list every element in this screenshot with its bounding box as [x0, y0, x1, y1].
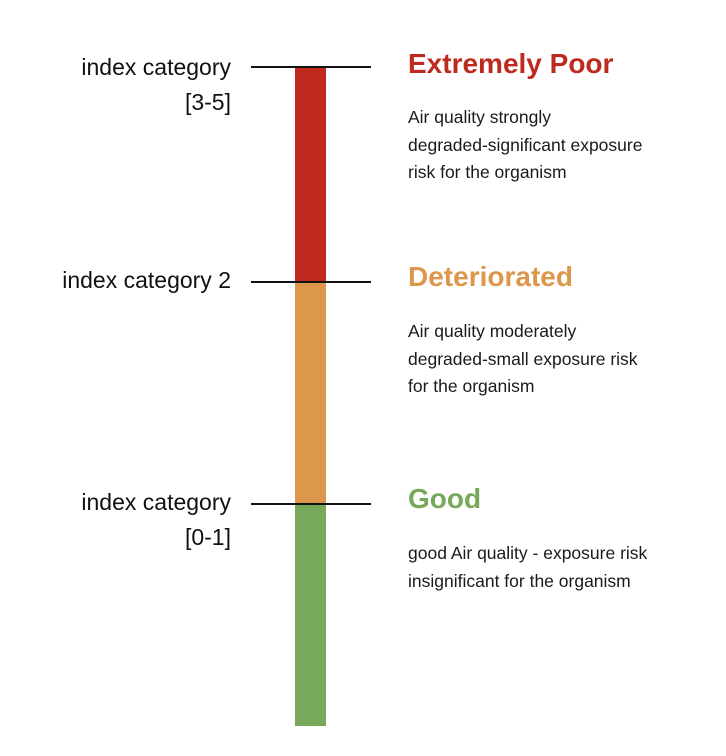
tick-line-good [251, 503, 371, 505]
description-line: for the organism [408, 376, 535, 396]
category-description-extremely-poor: Air quality strongly degraded-significan… [408, 104, 642, 187]
description-line: degraded-significant exposure [408, 134, 643, 155]
description-line: Air quality strongly [408, 107, 551, 127]
category-description-deteriorated: Air quality moderately degraded-small ex… [408, 318, 638, 401]
index-label-extremely-poor: index category [3-5] [81, 50, 231, 120]
bar-segment-good [295, 504, 326, 726]
category-title-deteriorated: Deteriorated [408, 261, 573, 292]
description-line: insignificant for the organism [408, 570, 631, 591]
description-line: degraded-small exposure risk [408, 348, 638, 369]
bar-segment-extremely-poor [295, 67, 326, 282]
category-title-extremely-poor: Extremely Poor [408, 48, 614, 79]
description-line: Air quality moderately [408, 321, 577, 341]
description-line: risk for the organism [408, 162, 567, 182]
description-line: good Air quality - exposure risk [408, 543, 648, 563]
index-label-good: index category [0-1] [81, 485, 231, 555]
index-label-line: index category 2 [62, 267, 231, 293]
category-title-good: Good [408, 483, 482, 514]
bar-segment-deteriorated [295, 282, 326, 504]
index-label-line: index category [81, 54, 231, 80]
index-label-line: [3-5] [184, 89, 231, 115]
index-label-deteriorated: index category 2 [62, 263, 231, 298]
index-label-line: index category [81, 489, 231, 515]
tick-line-extremely-poor [251, 66, 371, 68]
index-label-line: [0-1] [184, 524, 231, 550]
tick-line-deteriorated [251, 281, 371, 283]
category-description-good: good Air quality - exposure risk insigni… [408, 540, 647, 595]
